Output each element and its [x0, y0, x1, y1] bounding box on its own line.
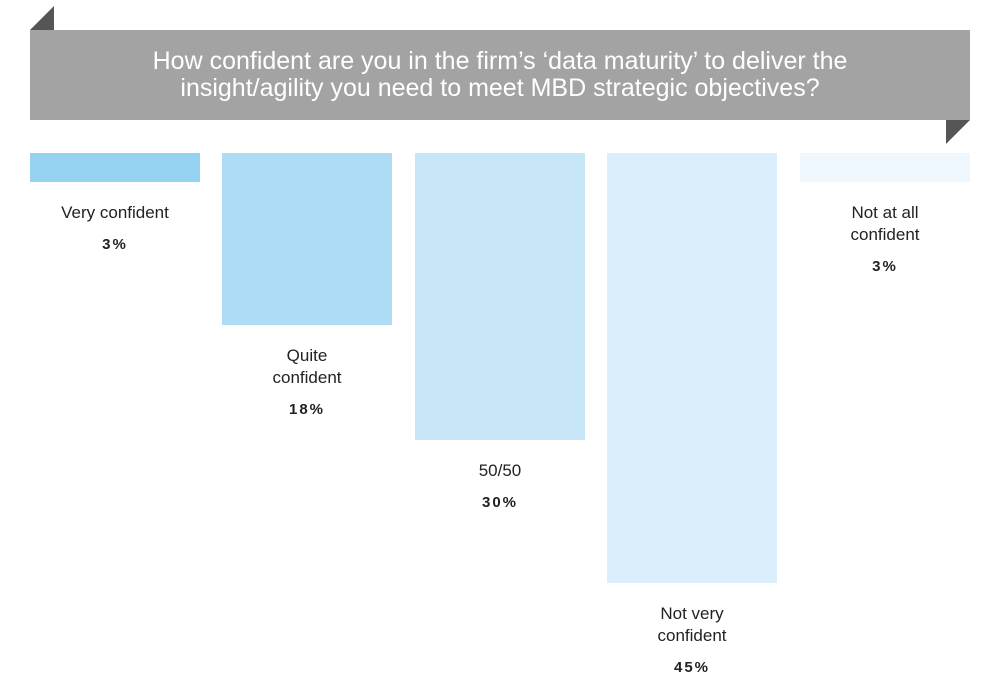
chart-title: How confident are you in the firm’s ‘dat… — [152, 47, 848, 102]
category-label: 50/50 — [478, 461, 522, 480]
bar — [800, 153, 970, 182]
value-label: 3% — [872, 258, 898, 275]
value-label: 45% — [673, 659, 711, 676]
bar — [415, 153, 585, 440]
value-label: 30% — [481, 494, 519, 511]
value-label: 3% — [102, 236, 128, 253]
category-label: Not very confident — [657, 604, 727, 645]
category-label: Quite confident — [272, 346, 342, 387]
category-label: Not at all confident — [850, 203, 920, 244]
title-banner — [30, 30, 970, 120]
bar — [222, 153, 392, 325]
banner-fold-top-left — [30, 6, 54, 30]
value-label: 18% — [288, 401, 326, 418]
banner-fold-bottom-right — [946, 120, 970, 144]
bar — [607, 153, 777, 583]
bar — [30, 153, 200, 182]
category-label: Very confident — [61, 203, 169, 222]
